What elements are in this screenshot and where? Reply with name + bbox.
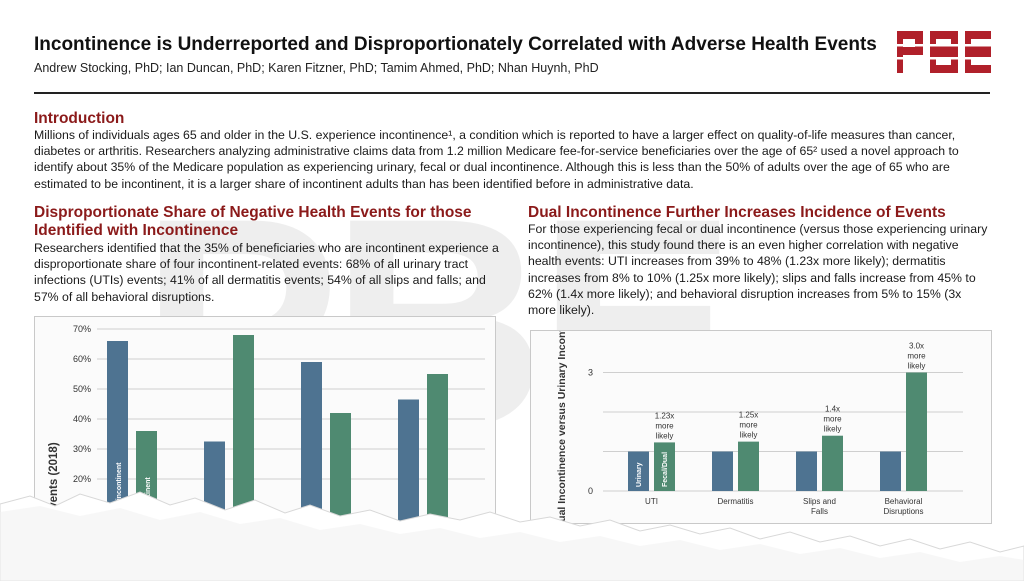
bar-urinary: [880, 451, 901, 491]
right-section-heading: Dual Incontinence Further Increases Inci…: [528, 204, 946, 221]
x-tick-label: UTI: [645, 497, 658, 506]
share-of-events-svg: …e of Events (2018) 70% 60% 50% 40% 30% 20% ……: [48, 324, 545, 557]
bar-incontinent-share-alt: [330, 413, 351, 557]
bar-annotation: 1.25x more likely: [739, 411, 759, 440]
bar-fecal-dual: [738, 441, 759, 491]
x-tick-label: Dermatitis: [717, 497, 753, 506]
pbe-logo: [897, 31, 991, 73]
poster-header: Incontinence is Underreported and Dispro…: [0, 0, 1024, 95]
share-of-events-chart: …e of Events (2018) 70% 60% 50% 40% 30% 20% ……: [34, 316, 545, 557]
y-tick-label: 40%: [73, 414, 91, 424]
y-tick-label: 30%: [73, 444, 91, 454]
intro-heading: Introduction: [34, 110, 125, 127]
y-tick-label: 0: [588, 486, 593, 496]
left-section-heading: Disproportionate Share of Negative Healt…: [34, 204, 472, 239]
bar-fecal-dual: [906, 372, 927, 491]
bar-fecal-dual: [822, 435, 843, 491]
y-tick-label: 3: [588, 368, 593, 378]
bar-annotation: 1.4x more likely: [823, 405, 842, 434]
bar-incontinent-share-alt: [427, 374, 448, 557]
relative-likelihood-chart: Fecal/Dual Incontinence versus Urinary I…: [530, 295, 992, 559]
y-tick-label: 70%: [73, 324, 91, 334]
x-tick-label: Slips and Falls: [803, 497, 836, 516]
series-label: …es incontinent: [116, 462, 123, 517]
y-tick-label: 50%: [73, 384, 91, 394]
bar-annotation: 3.0x more likely: [907, 342, 926, 371]
relative-likelihood-svg: Fecal/Dual Incontinence versus Urinary I…: [556, 295, 963, 559]
bar-fecal-dual: [654, 442, 675, 491]
y-axis-label: Fecal/Dual Incontinence versus Urinary I…: [556, 331, 568, 523]
x-tick-label: Behavioral Disruptions: [883, 497, 923, 516]
header-divider: [34, 92, 990, 94]
bar-incontinent-share-alt: [233, 335, 254, 557]
y-tick-label: 60%: [73, 354, 91, 364]
bar-urinary: [628, 451, 649, 491]
y-axis-label: …e of Events (2018): [48, 442, 60, 547]
y-tick-label: 20%: [73, 474, 91, 484]
series-label: Fecal/Dual: [662, 452, 669, 487]
poster-title: Incontinence is Underreported and Dispro…: [34, 34, 877, 55]
bar-incontinent-share: [301, 362, 322, 557]
bar-incontinent-share: [204, 441, 225, 557]
left-section-body: Researchers identified that the 35% of b…: [34, 241, 499, 304]
series-label: incontinent: [145, 477, 152, 515]
right-section-body: For those experiencing fecal or dual inc…: [528, 222, 988, 318]
bar-urinary: [712, 451, 733, 491]
author-list: Andrew Stocking, PhD; Ian Duncan, PhD; K…: [34, 61, 599, 75]
intro-body: Millions of individuals ages 65 and olde…: [34, 128, 959, 191]
series-label: Urinary: [636, 462, 643, 487]
bar-incontinent-share: [398, 399, 419, 557]
bar-annotation: 1.23x more likely: [655, 411, 675, 440]
bar-urinary: [796, 451, 817, 491]
